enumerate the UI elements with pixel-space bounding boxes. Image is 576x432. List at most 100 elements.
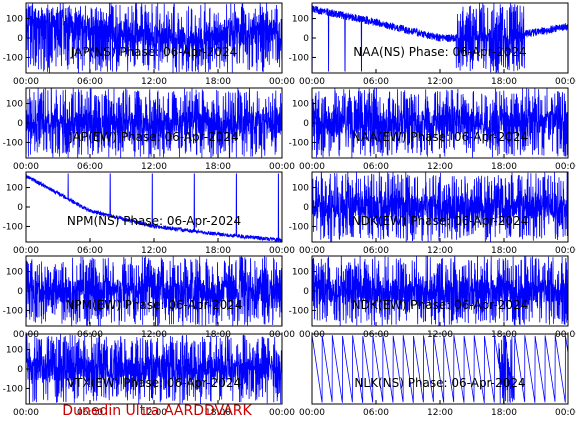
chart-panel-9: 100 0 -100 00:00 06:00 12:00 18:00 00:00 VTX(EW)… <box>3 333 295 418</box>
phase-trace-line <box>312 3 568 73</box>
y-tick-label: 0 <box>17 287 23 297</box>
y-tick-label: 100 <box>6 268 23 278</box>
phase-trace-line <box>26 3 282 73</box>
y-tick-label: 0 <box>303 34 309 44</box>
x-tick-label: 18:00 <box>491 408 517 418</box>
chart-panel-6: 100 0 -100 00:00 06:00 12:00 18:00 00:00 NDK(EW)… <box>289 171 576 256</box>
x-tick-label: 00:00 <box>555 330 576 340</box>
x-tick-label: 00:00 <box>299 246 325 256</box>
footer-label: Dunedin Ultra AARDDVARK <box>62 403 252 419</box>
x-tick-label: 00:00 <box>269 246 295 256</box>
x-tick-label: 12:00 <box>141 330 167 340</box>
phase-trace-line <box>312 88 568 158</box>
phase-trace-line <box>26 173 282 242</box>
y-tick-label: 100 <box>6 184 23 194</box>
x-tick-label: 00:00 <box>13 162 39 172</box>
chart-panel-2: 100 0 -100 00:00 06:00 12:00 18:00 00:00 NAA(NS)… <box>289 2 576 87</box>
x-tick-label: 06:00 <box>363 162 389 172</box>
y-tick-label: 100 <box>6 15 23 25</box>
x-tick-label: 00:00 <box>555 408 576 418</box>
x-tick-label: 06:00 <box>77 330 103 340</box>
x-tick-label: 12:00 <box>427 408 453 418</box>
x-tick-label: 06:00 <box>363 77 389 87</box>
y-tick-label: 0 <box>17 119 23 129</box>
y-tick-label: -100 <box>3 306 24 316</box>
y-tick-label: 0 <box>303 203 309 213</box>
x-tick-label: 12:00 <box>427 162 453 172</box>
phase-trace-line <box>312 256 568 326</box>
x-tick-label: 00:00 <box>299 408 325 418</box>
x-tick-label: 00:00 <box>555 162 576 172</box>
y-tick-label: 100 <box>6 346 23 356</box>
y-tick-label: -100 <box>3 138 24 148</box>
y-tick-label: -100 <box>3 384 24 394</box>
y-tick-label: 100 <box>292 268 309 278</box>
phase-trace-line <box>26 256 282 326</box>
panel-title: NPM(EW) Phase: 06-Apr-2024 <box>65 298 242 312</box>
x-tick-label: 06:00 <box>77 162 103 172</box>
x-tick-label: 12:00 <box>427 77 453 87</box>
y-tick-label: 0 <box>17 203 23 213</box>
panel-title: NPM(NS) Phase: 06-Apr-2024 <box>67 214 241 228</box>
y-tick-label: -100 <box>289 53 310 63</box>
phase-trace-line <box>26 334 282 404</box>
panel-title: NAA(NS) Phase: 06-Apr-2024 <box>353 45 526 59</box>
x-tick-label: 00:00 <box>269 162 295 172</box>
panel-title: JAP(NS) Phase: 06-Apr-2024 <box>70 45 237 59</box>
x-tick-label: 12:00 <box>427 246 453 256</box>
y-tick-label: 0 <box>17 365 23 375</box>
y-tick-label: -100 <box>289 138 310 148</box>
y-tick-label: 100 <box>292 100 309 110</box>
chart-panel-5: 100 0 -100 00:00 06:00 12:00 18:00 00:00 NPM(NS)… <box>3 171 295 256</box>
x-tick-label: 00:00 <box>13 246 39 256</box>
phase-trace-line <box>26 88 282 158</box>
x-tick-label: 06:00 <box>363 330 389 340</box>
x-tick-label: 06:00 <box>77 77 103 87</box>
x-tick-label: 00:00 <box>299 77 325 87</box>
panel-title: NDK(EW) Phase: 06-Apr-2024 <box>352 298 529 312</box>
x-tick-label: 00:00 <box>555 77 576 87</box>
x-tick-label: 06:00 <box>77 408 103 418</box>
phase-trace-line <box>312 334 568 404</box>
y-tick-label: -100 <box>289 306 310 316</box>
x-tick-label: 06:00 <box>363 246 389 256</box>
x-tick-label: 18:00 <box>491 162 517 172</box>
x-tick-label: 18:00 <box>205 330 231 340</box>
chart-panel-10: 00:00 06:00 12:00 18:00 00:00 NLK(NS) Phase: … <box>299 333 576 418</box>
x-tick-label: 00:00 <box>269 408 295 418</box>
x-tick-label: 18:00 <box>491 330 517 340</box>
panel-title: JAP(EW) Phase: 06-Apr-2024 <box>68 130 238 144</box>
x-tick-label: 00:00 <box>269 77 295 87</box>
x-tick-label: 18:00 <box>205 408 231 418</box>
y-tick-label: 0 <box>303 287 309 297</box>
plot-frame <box>25 171 283 243</box>
panel-title: VTX(EW) Phase: 06-Apr-2024 <box>67 376 241 390</box>
panel-title: NLK(NS) Phase: 06-Apr-2024 <box>354 376 525 390</box>
x-tick-label: 12:00 <box>141 246 167 256</box>
x-tick-label: 00:00 <box>299 162 325 172</box>
y-tick-label: 100 <box>292 184 309 194</box>
x-tick-label: 18:00 <box>205 246 231 256</box>
y-tick-label: 0 <box>303 119 309 129</box>
x-tick-label: 12:00 <box>141 408 167 418</box>
y-tick-label: -100 <box>3 222 24 232</box>
chart-panel-8: 1000-10000:0006:0012:0018:0000:00NDK(EW)… <box>289 255 576 340</box>
x-tick-label: 12:00 <box>141 77 167 87</box>
x-tick-label: 06:00 <box>77 246 103 256</box>
x-tick-label: 18:00 <box>205 77 231 87</box>
chart-panel-1: 100 0 -100 00:00 06:00 12:00 18:00 00:00 JAP(NS)… <box>3 2 295 87</box>
x-tick-label: 18:00 <box>205 162 231 172</box>
x-tick-label: 06:00 <box>363 408 389 418</box>
panel-title: NDK(EW) Phase: 06-Apr-2024 <box>352 214 529 228</box>
phase-trace-line <box>312 172 568 242</box>
x-tick-label: 18:00 <box>491 246 517 256</box>
x-tick-label: 18:00 <box>491 77 517 87</box>
y-tick-label: 100 <box>292 15 309 25</box>
y-tick-label: 100 <box>6 100 23 110</box>
chart-panel-4: 100 0 -100 00:00 06:00 12:00 18:00 00:00 NAA(EW)… <box>289 87 576 172</box>
x-tick-label: 00:00 <box>555 246 576 256</box>
y-tick-label: -100 <box>3 53 24 63</box>
x-tick-label: 00:00 <box>13 408 39 418</box>
